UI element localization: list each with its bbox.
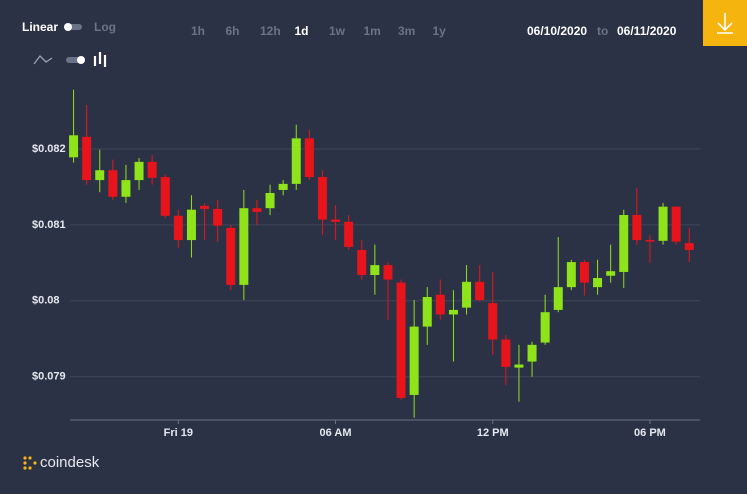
candle-body	[186, 209, 196, 241]
candle-body	[226, 227, 236, 285]
candle-body	[684, 243, 694, 250]
candle-body	[527, 344, 537, 362]
candle-body	[108, 170, 118, 197]
candle-body	[304, 138, 314, 178]
candle-body	[462, 281, 472, 308]
range-button[interactable]: 1y	[432, 24, 446, 38]
candle-body	[501, 339, 511, 367]
candle-body	[579, 262, 589, 283]
scale-option[interactable]: Linear	[22, 20, 59, 34]
candle-body	[409, 326, 419, 395]
download-button[interactable]	[703, 0, 747, 46]
y-tick-label: $0.081	[32, 219, 66, 231]
y-tick-label: $0.079	[32, 371, 66, 383]
candle-body	[514, 364, 524, 368]
candle-body	[239, 208, 249, 285]
candle-body	[317, 177, 327, 220]
brand-name: coindesk	[40, 454, 100, 471]
date-from[interactable]: 06/10/2020	[527, 24, 588, 38]
range-button[interactable]: 1w	[329, 24, 346, 38]
candle-body	[435, 294, 445, 315]
candle-body	[671, 206, 681, 242]
x-tick-label: 12 PM	[477, 427, 509, 439]
candle-body	[278, 183, 288, 190]
candle-body	[645, 240, 655, 242]
candle-body	[566, 262, 576, 288]
range-button[interactable]: 1h	[191, 24, 206, 38]
candle-body	[331, 219, 341, 222]
y-tick-label: $0.082	[32, 143, 66, 155]
range-button[interactable]: 1m	[363, 24, 381, 38]
candle-body	[160, 177, 170, 216]
candle-body	[357, 249, 367, 275]
candle-body	[475, 281, 485, 301]
scale-toggle[interactable]	[63, 22, 83, 32]
candle-body	[383, 265, 393, 280]
candle-body	[540, 312, 550, 343]
scale-option[interactable]: Log	[94, 20, 116, 34]
x-tick-label: 06 AM	[320, 427, 352, 439]
range-button[interactable]: 1d	[294, 24, 309, 38]
candle-body	[200, 205, 210, 209]
range-button[interactable]: 12h	[260, 24, 281, 38]
candle-body	[448, 309, 458, 315]
candle-body	[134, 161, 144, 181]
candle-body	[658, 206, 668, 241]
download-icon	[717, 13, 733, 34]
candle-body	[291, 138, 301, 184]
chart-type-switch[interactable]	[32, 50, 112, 70]
candle-body	[121, 180, 131, 197]
candle-body	[396, 282, 406, 398]
range-button[interactable]: 6h	[225, 24, 240, 38]
y-tick-label: $0.08	[32, 295, 60, 307]
candle-body	[619, 215, 629, 272]
brand-logo	[23, 456, 37, 470]
candle-body	[69, 135, 79, 158]
candle-body	[553, 287, 563, 310]
x-tick-label: 06 PM	[634, 427, 666, 439]
date-to[interactable]: 06/11/2020	[617, 24, 677, 38]
candle-body	[147, 161, 157, 178]
candle-body	[370, 265, 380, 275]
candle-body	[632, 215, 642, 241]
candle-body	[606, 271, 616, 276]
toggle-knob	[64, 23, 72, 31]
candle-body	[95, 170, 105, 181]
candle-body	[344, 221, 354, 247]
candle-body	[173, 215, 183, 241]
candle-body	[213, 208, 223, 226]
date-separator: to	[597, 24, 609, 38]
candle-body	[265, 192, 275, 209]
range-button[interactable]: 3m	[398, 24, 416, 38]
candle-body	[252, 208, 262, 212]
x-tick-label: Fri 19	[164, 427, 193, 439]
candle-body	[422, 297, 432, 327]
candle-body	[82, 136, 92, 181]
candle-body	[488, 303, 498, 340]
candle-body	[593, 278, 603, 288]
